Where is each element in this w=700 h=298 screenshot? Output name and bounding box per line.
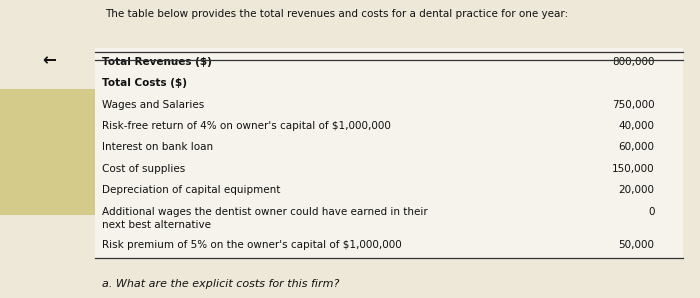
Text: 60,000: 60,000 <box>619 142 654 153</box>
Text: Total Revenues ($): Total Revenues ($) <box>102 57 211 67</box>
Text: 20,000: 20,000 <box>619 185 654 195</box>
Text: Additional wages the dentist owner could have earned in their
next best alternat: Additional wages the dentist owner could… <box>102 207 427 230</box>
Text: Wages and Salaries: Wages and Salaries <box>102 100 204 110</box>
Text: Total Costs ($): Total Costs ($) <box>102 78 186 88</box>
Text: 0: 0 <box>648 207 654 217</box>
Text: ←: ← <box>42 51 56 69</box>
Text: Risk-free return of 4% on owner's capital of $1,000,000: Risk-free return of 4% on owner's capita… <box>102 121 391 131</box>
Text: Risk premium of 5% on the owner's capital of $1,000,000: Risk premium of 5% on the owner's capita… <box>102 240 401 250</box>
Text: 50,000: 50,000 <box>619 240 654 250</box>
Text: 750,000: 750,000 <box>612 100 654 110</box>
Text: 40,000: 40,000 <box>619 121 654 131</box>
Text: Interest on bank loan: Interest on bank loan <box>102 142 213 153</box>
Bar <box>0 89 94 215</box>
Text: Cost of supplies: Cost of supplies <box>102 164 185 174</box>
Bar <box>94 48 682 259</box>
Text: 150,000: 150,000 <box>612 164 654 174</box>
Text: a. What are the explicit costs for this firm?: a. What are the explicit costs for this … <box>102 279 339 288</box>
Text: 800,000: 800,000 <box>612 57 654 67</box>
Text: Depreciation of capital equipment: Depreciation of capital equipment <box>102 185 280 195</box>
Text: The table below provides the total revenues and costs for a dental practice for : The table below provides the total reven… <box>105 9 568 19</box>
